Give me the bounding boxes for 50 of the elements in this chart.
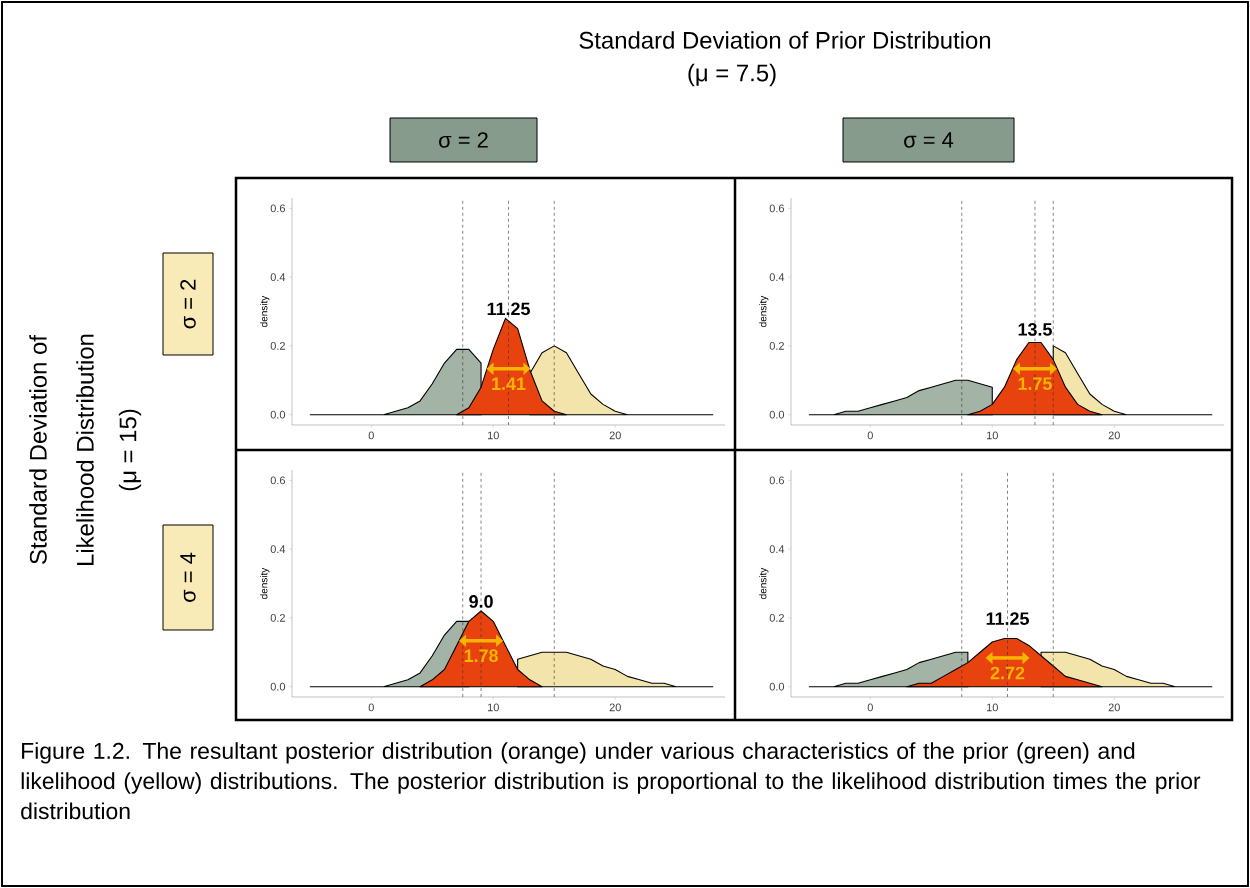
y-tick-label: 0.0 (769, 410, 785, 419)
y-tick-label: 0.4 (270, 545, 286, 553)
y-tick-label: 0.2 (769, 614, 784, 622)
y-tick-label: 0.6 (270, 476, 285, 485)
x-tick-label: 0 (368, 431, 374, 440)
text: Likelihood Distribution (76, 334, 94, 565)
text: (μ = 7.5) (688, 63, 776, 87)
annotation: 9.0 (469, 595, 493, 608)
x-tick-label: 20 (609, 703, 621, 712)
text: Standard Deviation of Prior Distribution (579, 31, 991, 49)
y-tick-label: 0.2 (270, 342, 285, 350)
annotation: 13.5 (1018, 323, 1052, 336)
y-axis-title: density (759, 295, 769, 327)
y-tick-label: 0.4 (769, 545, 785, 553)
annotation: 1.78 (464, 649, 498, 663)
annotation: 11.25 (986, 612, 1029, 626)
y-tick-label: 0.4 (270, 273, 286, 281)
x-tick-label: 20 (1108, 703, 1120, 712)
caption: Figure 1.2. The resultant posterior distribution (orange) under various characteristics of the prior (green) and likelihood (yellow) distributions. The posterior distribution is proportional to the likelihood distribution times the prior distribution (21, 742, 1201, 820)
x-tick-label: 10 (987, 431, 998, 440)
y-tick-label: 0.6 (769, 204, 784, 213)
x-tick-label: 10 (987, 703, 998, 712)
x-tick-label: 20 (1108, 431, 1120, 440)
text: Standard Deviation of (29, 335, 47, 564)
y-tick-label: 0.0 (270, 410, 286, 419)
text: σ = 4 (180, 552, 196, 602)
y-tick-label: 0.2 (769, 342, 784, 350)
x-tick-label: 0 (867, 431, 873, 440)
x-tick-label: 20 (609, 431, 621, 440)
x-tick-label: 10 (487, 431, 499, 440)
text: σ = 2 (439, 132, 488, 148)
y-axis-title: density (260, 295, 270, 327)
y-tick-label: 0.2 (270, 614, 285, 622)
x-tick-label: 0 (368, 703, 374, 712)
y-tick-label: 0.4 (769, 273, 785, 281)
y-tick-label: 0.0 (270, 682, 286, 691)
y-tick-label: 0.0 (769, 682, 785, 691)
annotation: 11.25 (487, 302, 530, 316)
annotation: 1.41 (492, 377, 526, 390)
y-axis-title: density (759, 567, 769, 599)
text: (μ = 15) (118, 409, 142, 491)
x-tick-label: 10 (487, 703, 499, 712)
y-axis-title: density (260, 567, 270, 599)
annotation: 2.72 (990, 666, 1025, 680)
text: σ = 4 (904, 132, 954, 148)
annotation: 1.75 (1018, 377, 1052, 390)
text: σ = 2 (180, 279, 196, 329)
y-tick-label: 0.6 (769, 476, 784, 485)
y-tick-label: 0.6 (270, 204, 285, 213)
x-tick-label: 0 (867, 703, 873, 712)
